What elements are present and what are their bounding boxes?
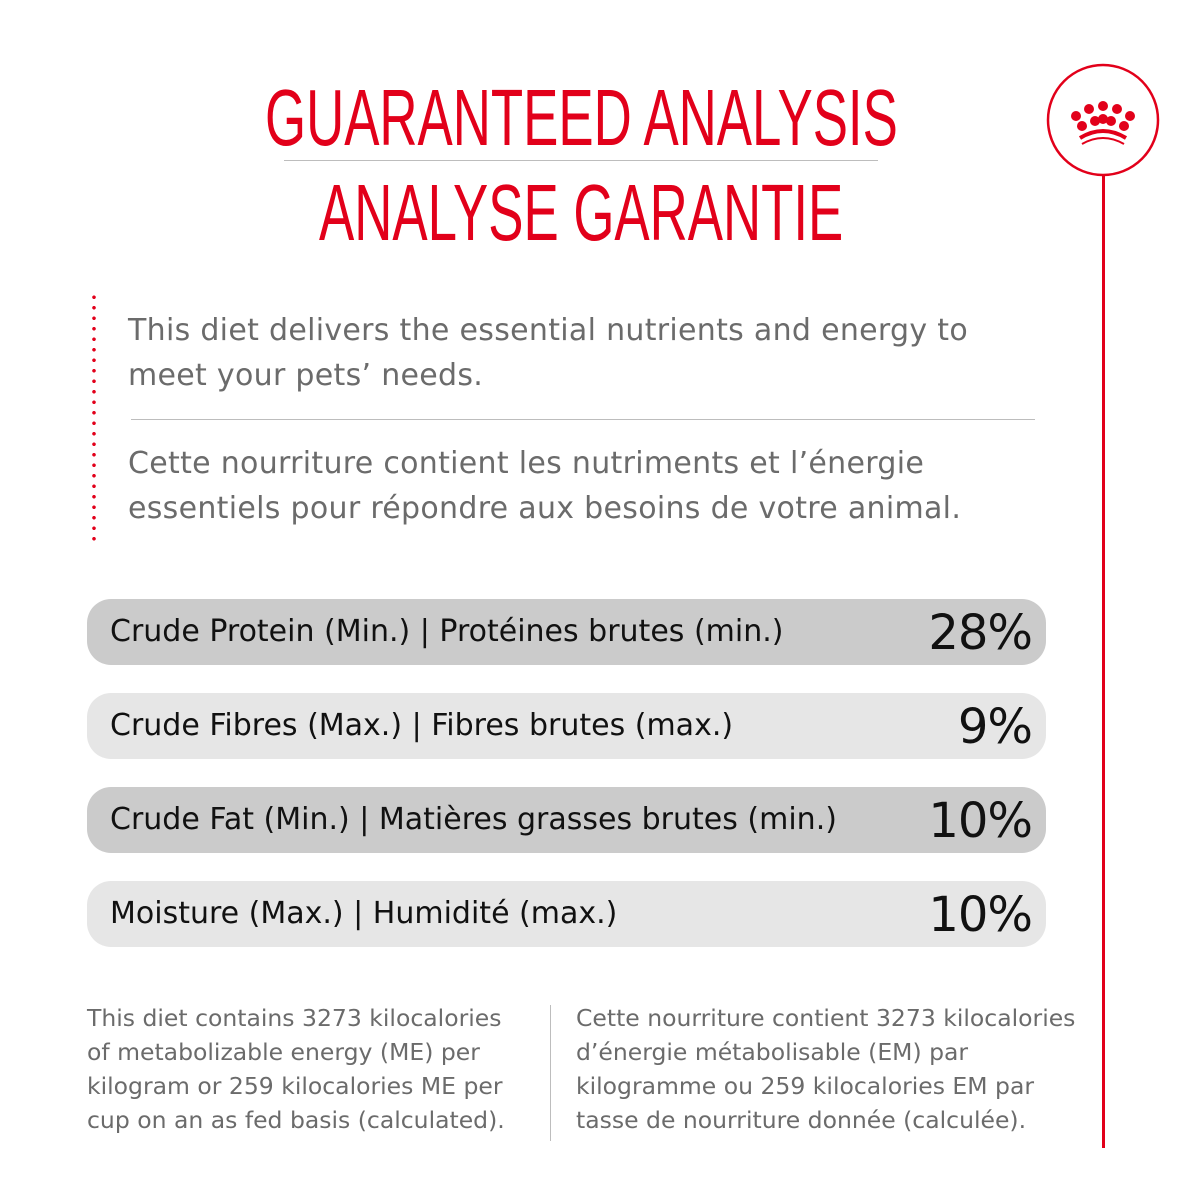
analysis-value: 9% bbox=[957, 699, 1033, 755]
footer-en-line: This diet contains 3273 kilocalories bbox=[87, 1004, 502, 1032]
title-divider bbox=[284, 160, 878, 161]
intro-en-line: meet your pets’ needs. bbox=[128, 358, 484, 393]
footer-en-line: cup on an as fed basis (calculated). bbox=[87, 1106, 505, 1134]
footer-en-line: kilogram or 259 kilocalories ME per bbox=[87, 1072, 503, 1100]
analysis-row-fat: Crude Fat (Min.) | Matières grasses brut… bbox=[87, 787, 1046, 853]
intro-divider bbox=[131, 419, 1035, 420]
red-vertical-line bbox=[1102, 174, 1105, 1148]
intro-french: Cette nourriture contient les nutriments… bbox=[128, 441, 1028, 531]
analysis-label: Crude Protein (Min.) | Protéines brutes … bbox=[110, 614, 784, 649]
analysis-row-protein: Crude Protein (Min.) | Protéines brutes … bbox=[87, 599, 1046, 665]
red-dotted-line bbox=[92, 292, 96, 544]
analysis-label: Crude Fibres (Max.) | Fibres brutes (max… bbox=[110, 708, 734, 743]
footer-fr-line: d’énergie métabolisable (EM) par bbox=[576, 1038, 969, 1066]
footer-fr-line: kilogramme ou 259 kilocalories EM par bbox=[576, 1072, 1035, 1100]
title-french: ANALYSE GARANTIE bbox=[0, 173, 1162, 253]
footer-fr-line: tasse de nourriture donnée (calculée). bbox=[576, 1106, 1027, 1134]
title-english: GUARANTEED ANALYSIS bbox=[0, 78, 1162, 158]
title-french-text: ANALYSE GARANTIE bbox=[318, 168, 844, 257]
analysis-value: 28% bbox=[928, 605, 1033, 661]
intro-english: This diet delivers the essential nutrien… bbox=[128, 308, 1028, 398]
analysis-label: Moisture (Max.) | Humidité (max.) bbox=[110, 896, 618, 931]
analysis-row-moisture: Moisture (Max.) | Humidité (max.) 10% bbox=[87, 881, 1046, 947]
analysis-value: 10% bbox=[928, 887, 1033, 943]
footer-divider bbox=[550, 1005, 551, 1141]
footer-english: This diet contains 3273 kilocalories of … bbox=[87, 1001, 505, 1137]
intro-en-line: This diet delivers the essential nutrien… bbox=[128, 313, 968, 348]
footer-fr-line: Cette nourriture contient 3273 kilocalor… bbox=[576, 1004, 1076, 1032]
analysis-row-fibres: Crude Fibres (Max.) | Fibres brutes (max… bbox=[87, 693, 1046, 759]
footer-en-line: of metabolizable energy (ME) per bbox=[87, 1038, 480, 1066]
analysis-label: Crude Fat (Min.) | Matières grasses brut… bbox=[110, 802, 837, 837]
intro-fr-line: Cette nourriture contient les nutriments… bbox=[128, 446, 925, 481]
royal-canin-crown-icon bbox=[1046, 63, 1160, 177]
title-english-text: GUARANTEED ANALYSIS bbox=[264, 73, 898, 162]
analysis-value: 10% bbox=[928, 793, 1033, 849]
intro-fr-line: essentiels pour répondre aux besoins de … bbox=[128, 491, 962, 526]
footer-french: Cette nourriture contient 3273 kilocalor… bbox=[576, 1001, 1075, 1137]
